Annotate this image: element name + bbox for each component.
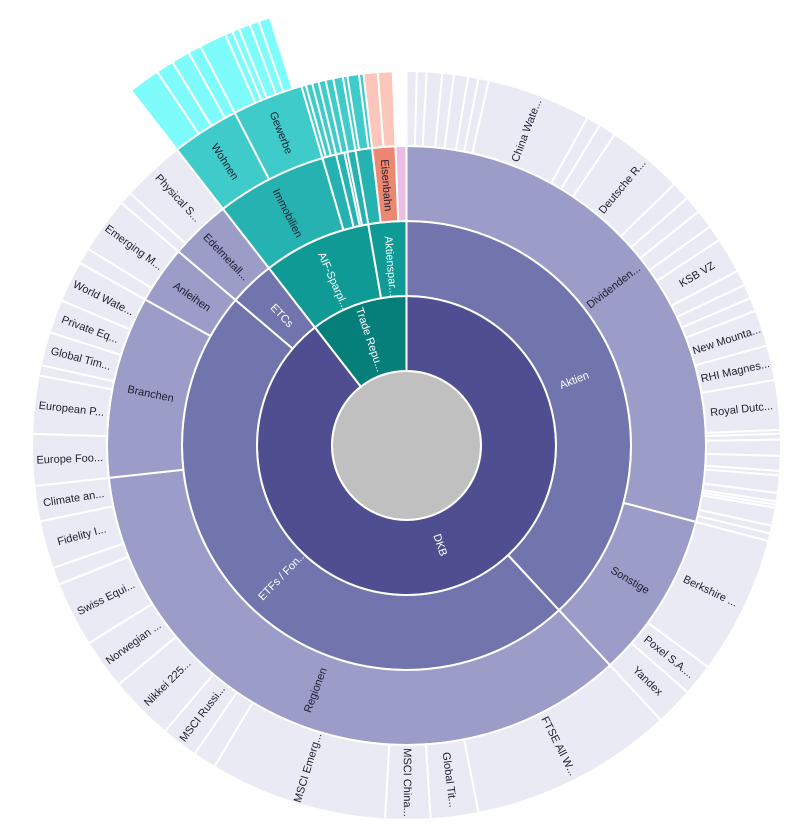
svg-text:MSCI China...: MSCI China... [401,748,413,817]
svg-text:Eisenbahn: Eisenbahn [378,159,394,212]
svg-text:Europe Foo...: Europe Foo... [36,452,103,467]
svg-text:Aktienspar...: Aktienspar... [382,236,399,297]
